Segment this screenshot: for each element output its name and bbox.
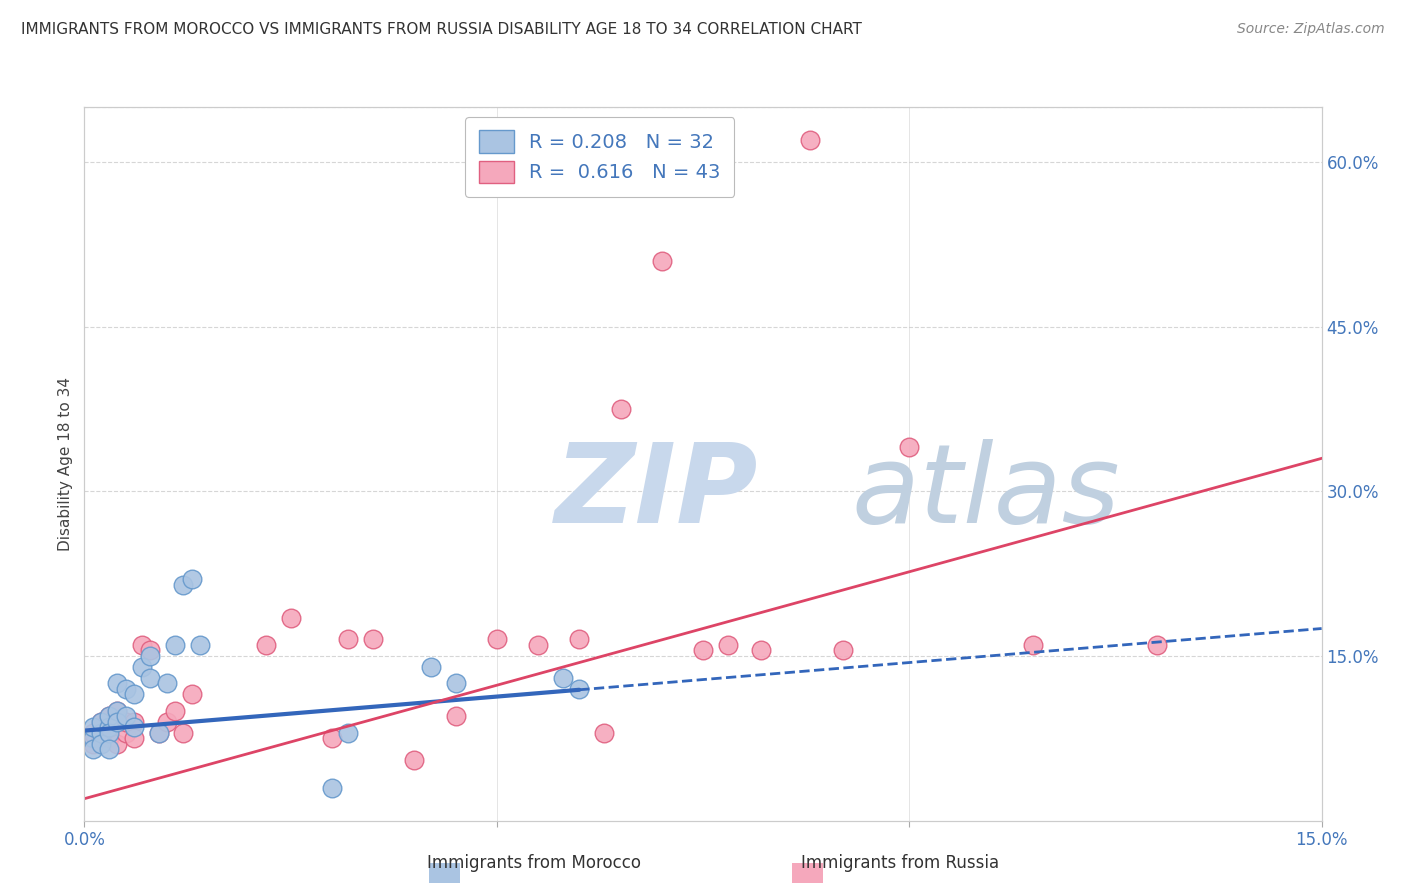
Point <box>337 632 360 647</box>
Point <box>280 610 302 624</box>
Point <box>156 714 179 729</box>
Point <box>122 714 145 729</box>
Point <box>832 643 855 657</box>
Point <box>419 660 441 674</box>
Point <box>527 638 550 652</box>
Point <box>361 632 384 647</box>
Point <box>692 643 714 657</box>
Point <box>114 714 136 729</box>
Point <box>122 687 145 701</box>
Point <box>82 742 104 756</box>
Point <box>321 731 343 746</box>
Point <box>105 704 128 718</box>
Point <box>188 638 211 652</box>
Point <box>148 726 170 740</box>
Point <box>898 441 921 455</box>
Point <box>114 681 136 696</box>
Point <box>180 687 202 701</box>
Point <box>485 632 508 647</box>
Point <box>98 726 121 740</box>
Point <box>105 714 128 729</box>
Point <box>122 720 145 734</box>
Point <box>98 726 121 740</box>
Point <box>593 726 616 740</box>
Point <box>165 704 187 718</box>
Point <box>568 681 591 696</box>
Point <box>139 671 162 685</box>
Text: Immigrants from Russia: Immigrants from Russia <box>801 855 998 872</box>
Point <box>165 638 187 652</box>
Point <box>131 660 153 674</box>
Point <box>1022 638 1045 652</box>
Point <box>114 726 136 740</box>
Point <box>98 709 121 723</box>
FancyBboxPatch shape <box>422 858 467 888</box>
Point <box>122 731 145 746</box>
Point <box>180 572 202 586</box>
Point <box>444 676 467 690</box>
Point <box>82 720 104 734</box>
Point <box>148 726 170 740</box>
Point <box>568 632 591 647</box>
Legend: R = 0.208   N = 32, R =  0.616   N = 43: R = 0.208 N = 32, R = 0.616 N = 43 <box>465 117 734 196</box>
Point <box>82 731 104 746</box>
Point <box>90 737 112 751</box>
Point <box>114 709 136 723</box>
Point <box>651 253 673 268</box>
Point <box>609 401 631 416</box>
Point <box>799 133 821 147</box>
Point <box>444 709 467 723</box>
Point <box>131 638 153 652</box>
Point <box>551 671 574 685</box>
Point <box>717 638 740 652</box>
Point <box>105 676 128 690</box>
Point <box>172 726 194 740</box>
Point <box>98 709 121 723</box>
Point <box>90 714 112 729</box>
Point <box>105 737 128 751</box>
Point <box>105 714 128 729</box>
Text: ZIP: ZIP <box>554 439 758 546</box>
Y-axis label: Disability Age 18 to 34: Disability Age 18 to 34 <box>58 376 73 551</box>
Point <box>82 726 104 740</box>
Point <box>105 704 128 718</box>
Point <box>1146 638 1168 652</box>
Point <box>321 780 343 795</box>
FancyBboxPatch shape <box>785 858 830 888</box>
Point <box>139 643 162 657</box>
Point <box>90 714 112 729</box>
Point <box>404 753 426 767</box>
Point <box>172 577 194 591</box>
Point <box>98 720 121 734</box>
Point <box>90 731 112 746</box>
Point <box>156 676 179 690</box>
Point <box>98 731 121 746</box>
Point <box>337 726 360 740</box>
Point <box>139 648 162 663</box>
Text: IMMIGRANTS FROM MOROCCO VS IMMIGRANTS FROM RUSSIA DISABILITY AGE 18 TO 34 CORREL: IMMIGRANTS FROM MOROCCO VS IMMIGRANTS FR… <box>21 22 862 37</box>
Text: Source: ZipAtlas.com: Source: ZipAtlas.com <box>1237 22 1385 37</box>
Point <box>254 638 277 652</box>
Point <box>98 742 121 756</box>
Point <box>82 737 104 751</box>
Point <box>90 726 112 740</box>
Text: atlas: atlas <box>852 439 1121 546</box>
Point <box>90 720 112 734</box>
Text: Immigrants from Morocco: Immigrants from Morocco <box>427 855 641 872</box>
Point <box>749 643 772 657</box>
